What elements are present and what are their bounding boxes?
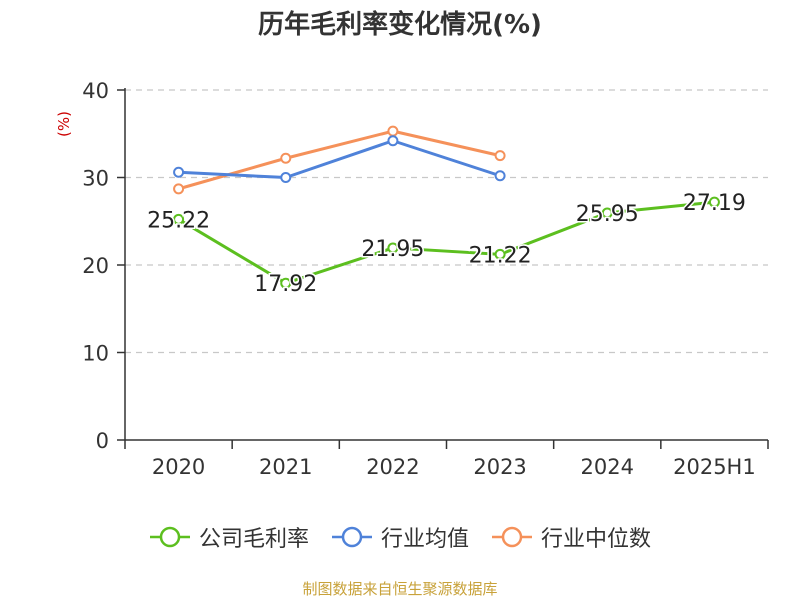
data-point: [708, 196, 720, 208]
chart-title: 历年毛利率变化情况(%): [258, 10, 542, 40]
x-tick-label: 2020: [152, 455, 205, 479]
x-tick-label: 2023: [473, 455, 526, 479]
data-point: [173, 166, 185, 178]
legend-label: 行业中位数: [541, 527, 652, 552]
y-tick-label: 20: [82, 254, 109, 278]
legend-item[interactable]: 公司毛利率: [149, 521, 309, 553]
legend-label: 行业均值: [380, 527, 469, 552]
x-tick-label: 2025H1: [673, 455, 756, 479]
data-point: [494, 170, 506, 182]
legend-item[interactable]: 行业均值: [331, 521, 469, 553]
data-label: 17.92: [254, 272, 317, 297]
y-tick-label: 0: [96, 429, 109, 453]
data-label: 21.22: [469, 243, 532, 268]
data-point: [387, 242, 399, 254]
data-point: [280, 172, 292, 183]
series-line: [178, 139, 501, 179]
data-point: [494, 150, 506, 162]
legend-item[interactable]: 行业中位数: [491, 521, 651, 553]
y-tick-label: 40: [82, 79, 109, 103]
data-point: [280, 152, 292, 164]
legend-line-marker-icon: [492, 526, 532, 548]
x-tick-label: 2022: [366, 455, 419, 479]
data-point: [387, 125, 399, 137]
data-label: 25.22: [147, 208, 210, 233]
data-point: [280, 277, 292, 289]
y-tick-label: 30: [82, 167, 109, 191]
data-label: 21.95: [361, 237, 424, 262]
y-tick-label: 10: [82, 342, 109, 366]
data-point: [173, 183, 185, 195]
data-point: [173, 213, 185, 225]
data-point: [387, 135, 399, 147]
series-line: [177, 200, 715, 285]
data-label: 25.95: [576, 202, 639, 227]
data-point: [601, 207, 613, 219]
legend: 公司毛利率 行业均值 行业中位数: [0, 520, 800, 554]
data-point: [494, 248, 506, 260]
legend-line-marker-icon: [331, 526, 372, 548]
legend-label: 公司毛利率: [198, 527, 309, 552]
legend-line-marker-icon: [149, 526, 190, 548]
source-note: 制图数据来自恒生聚源数据库: [302, 580, 498, 598]
x-tick-label: 2024: [581, 455, 634, 479]
data-label: 27.19: [683, 191, 746, 216]
line-chart: 0 10 20 30 40 2020 2021 2022 2023 2024 2025H1 25.22…: [82, 79, 769, 479]
x-tick-label: 2021: [259, 455, 312, 479]
